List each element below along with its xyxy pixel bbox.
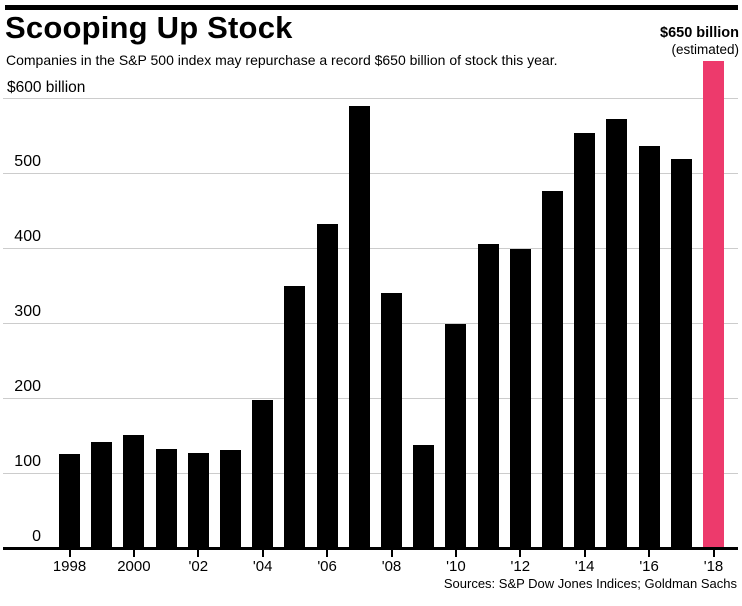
highlight-bar-2018 bbox=[703, 60, 724, 548]
x-tick-label-2010: '10 bbox=[446, 558, 466, 575]
x-tick-label-2012: '12 bbox=[510, 558, 531, 575]
x-tick-2004 bbox=[261, 550, 264, 557]
y-tick-label-0: 0 bbox=[32, 528, 41, 545]
x-tick-2016 bbox=[648, 550, 651, 557]
highlight-annotation: $650 billion (estimated) bbox=[660, 25, 739, 57]
y-tick-label-500: 500 bbox=[14, 153, 41, 170]
bar-2002 bbox=[187, 452, 209, 548]
x-tick-2010 bbox=[454, 550, 457, 557]
y-tick-label-200: 200 bbox=[14, 378, 41, 395]
highlight-estimated-label: (estimated) bbox=[671, 41, 739, 57]
bar-2007 bbox=[348, 106, 370, 548]
x-axis-line bbox=[3, 547, 738, 550]
y-tick-label-300: 300 bbox=[14, 303, 41, 320]
gridline-600 bbox=[3, 98, 738, 99]
bar-1998 bbox=[59, 454, 80, 548]
x-tick-2012 bbox=[519, 550, 522, 557]
bar-2005 bbox=[284, 286, 306, 548]
bar-2009 bbox=[413, 444, 435, 548]
chart-title: Scooping Up Stock bbox=[5, 10, 293, 45]
x-tick-2002 bbox=[197, 550, 200, 557]
bar-2006 bbox=[316, 224, 338, 548]
x-tick-label-2002: '02 bbox=[188, 558, 209, 575]
bars-container bbox=[59, 60, 724, 548]
x-tick-label-2004: '04 bbox=[252, 558, 273, 575]
gridline-400 bbox=[3, 248, 738, 249]
x-tick-label-2008: '08 bbox=[381, 558, 402, 575]
y-axis-unit-label: $600 billion bbox=[7, 79, 86, 96]
bar-2017 bbox=[670, 158, 692, 548]
bar-2008 bbox=[381, 293, 402, 548]
bar-2004 bbox=[252, 400, 274, 548]
x-tick-2018 bbox=[712, 550, 715, 557]
x-tick-2014 bbox=[583, 550, 586, 557]
bar-2013 bbox=[542, 191, 563, 548]
x-tick-2000 bbox=[132, 550, 135, 557]
bar-2011 bbox=[477, 244, 499, 548]
bar-2000 bbox=[123, 434, 145, 548]
x-tick-2006 bbox=[326, 550, 329, 557]
x-tick-label-2016: '16 bbox=[639, 558, 659, 575]
bar-2015 bbox=[606, 119, 628, 548]
bar-2014 bbox=[574, 133, 596, 548]
x-tick-label-2006: '06 bbox=[317, 558, 337, 575]
gridline-100 bbox=[3, 473, 738, 474]
bar-2012 bbox=[509, 248, 531, 548]
gridline-300 bbox=[3, 323, 738, 324]
x-tick-label-2018: '18 bbox=[703, 558, 724, 575]
x-tick-label-1998: 1998 bbox=[52, 558, 87, 575]
highlight-value-label: $650 billion bbox=[660, 25, 739, 41]
x-tick-label-2014: '14 bbox=[574, 558, 595, 575]
top-rule bbox=[5, 5, 738, 10]
gridline-200 bbox=[3, 398, 738, 399]
bar-2010 bbox=[445, 323, 467, 548]
gridline-500 bbox=[3, 173, 738, 174]
bar-2016 bbox=[638, 146, 660, 548]
plot-area: 500 400 300 200 100 0 1998 2000 '02 '04 '06 '08 '10… bbox=[0, 60, 742, 575]
sources-note: Sources: S&P Dow Jones Indices; Goldman … bbox=[443, 576, 737, 591]
chart-subtitle: Companies in the S&P 500 index may repur… bbox=[6, 52, 558, 68]
x-tick-label-2000: 2000 bbox=[117, 558, 151, 575]
bar-2001 bbox=[155, 449, 177, 548]
bar-2003 bbox=[220, 449, 241, 548]
y-tick-label-400: 400 bbox=[14, 228, 41, 245]
x-tick-1998 bbox=[68, 550, 71, 557]
y-tick-label-100: 100 bbox=[14, 453, 41, 470]
x-tick-2008 bbox=[390, 550, 393, 557]
bar-1999 bbox=[91, 441, 113, 548]
